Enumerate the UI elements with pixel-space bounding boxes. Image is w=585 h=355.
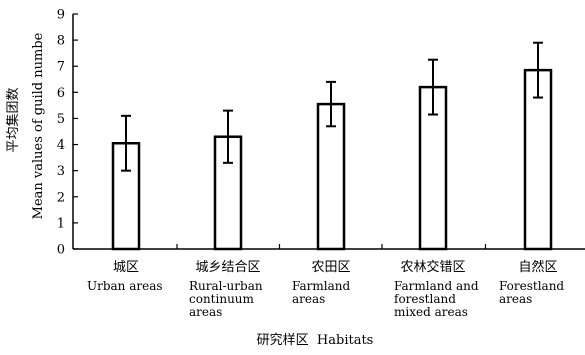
x-category-label-en: areas [189,305,222,319]
x-category-label-en: continuum [189,292,255,306]
y-tick-label: 9 [57,8,65,23]
x-category-label-en: Farmland [292,279,351,293]
y-axis-title-cn: 平均集团数 [5,87,21,152]
x-category-label-en: mixed areas [394,305,468,319]
y-tick-label: 7 [57,60,65,75]
x-category-label-cn: 农林交错区 [400,259,465,275]
x-category-label-cn: 农田区 [311,260,350,275]
x-category-label-en: Urban areas [87,279,163,293]
y-axis-title-en: Mean values of guild numbe [31,32,46,219]
x-category-label-en: areas [292,292,325,306]
y-tick-label: 2 [57,190,65,205]
bar [523,68,553,251]
x-category-label-en: Farmland and [394,279,479,293]
y-tick-label: 8 [57,34,65,49]
x-category-label-en: forestland [394,292,456,306]
y-tick-label: 3 [57,164,65,179]
bar [316,102,346,251]
y-tick-label: 0 [57,243,65,258]
x-category-label-en: areas [499,292,532,306]
x-category-label-cn: 城乡结合区 [195,260,260,275]
y-tick-label: 6 [57,86,65,101]
x-category-label-en: Forestland [499,279,564,293]
x-category-label-cn: 城区 [113,260,139,275]
y-tick-label: 1 [57,216,65,231]
x-category-label-cn: 自然区 [518,259,557,275]
y-tick-label: 5 [57,112,65,127]
y-tick-label: 4 [57,138,65,153]
x-axis-title: 研究样区 Habitats [257,333,374,348]
x-category-label-en: Rural-urban [189,279,263,293]
